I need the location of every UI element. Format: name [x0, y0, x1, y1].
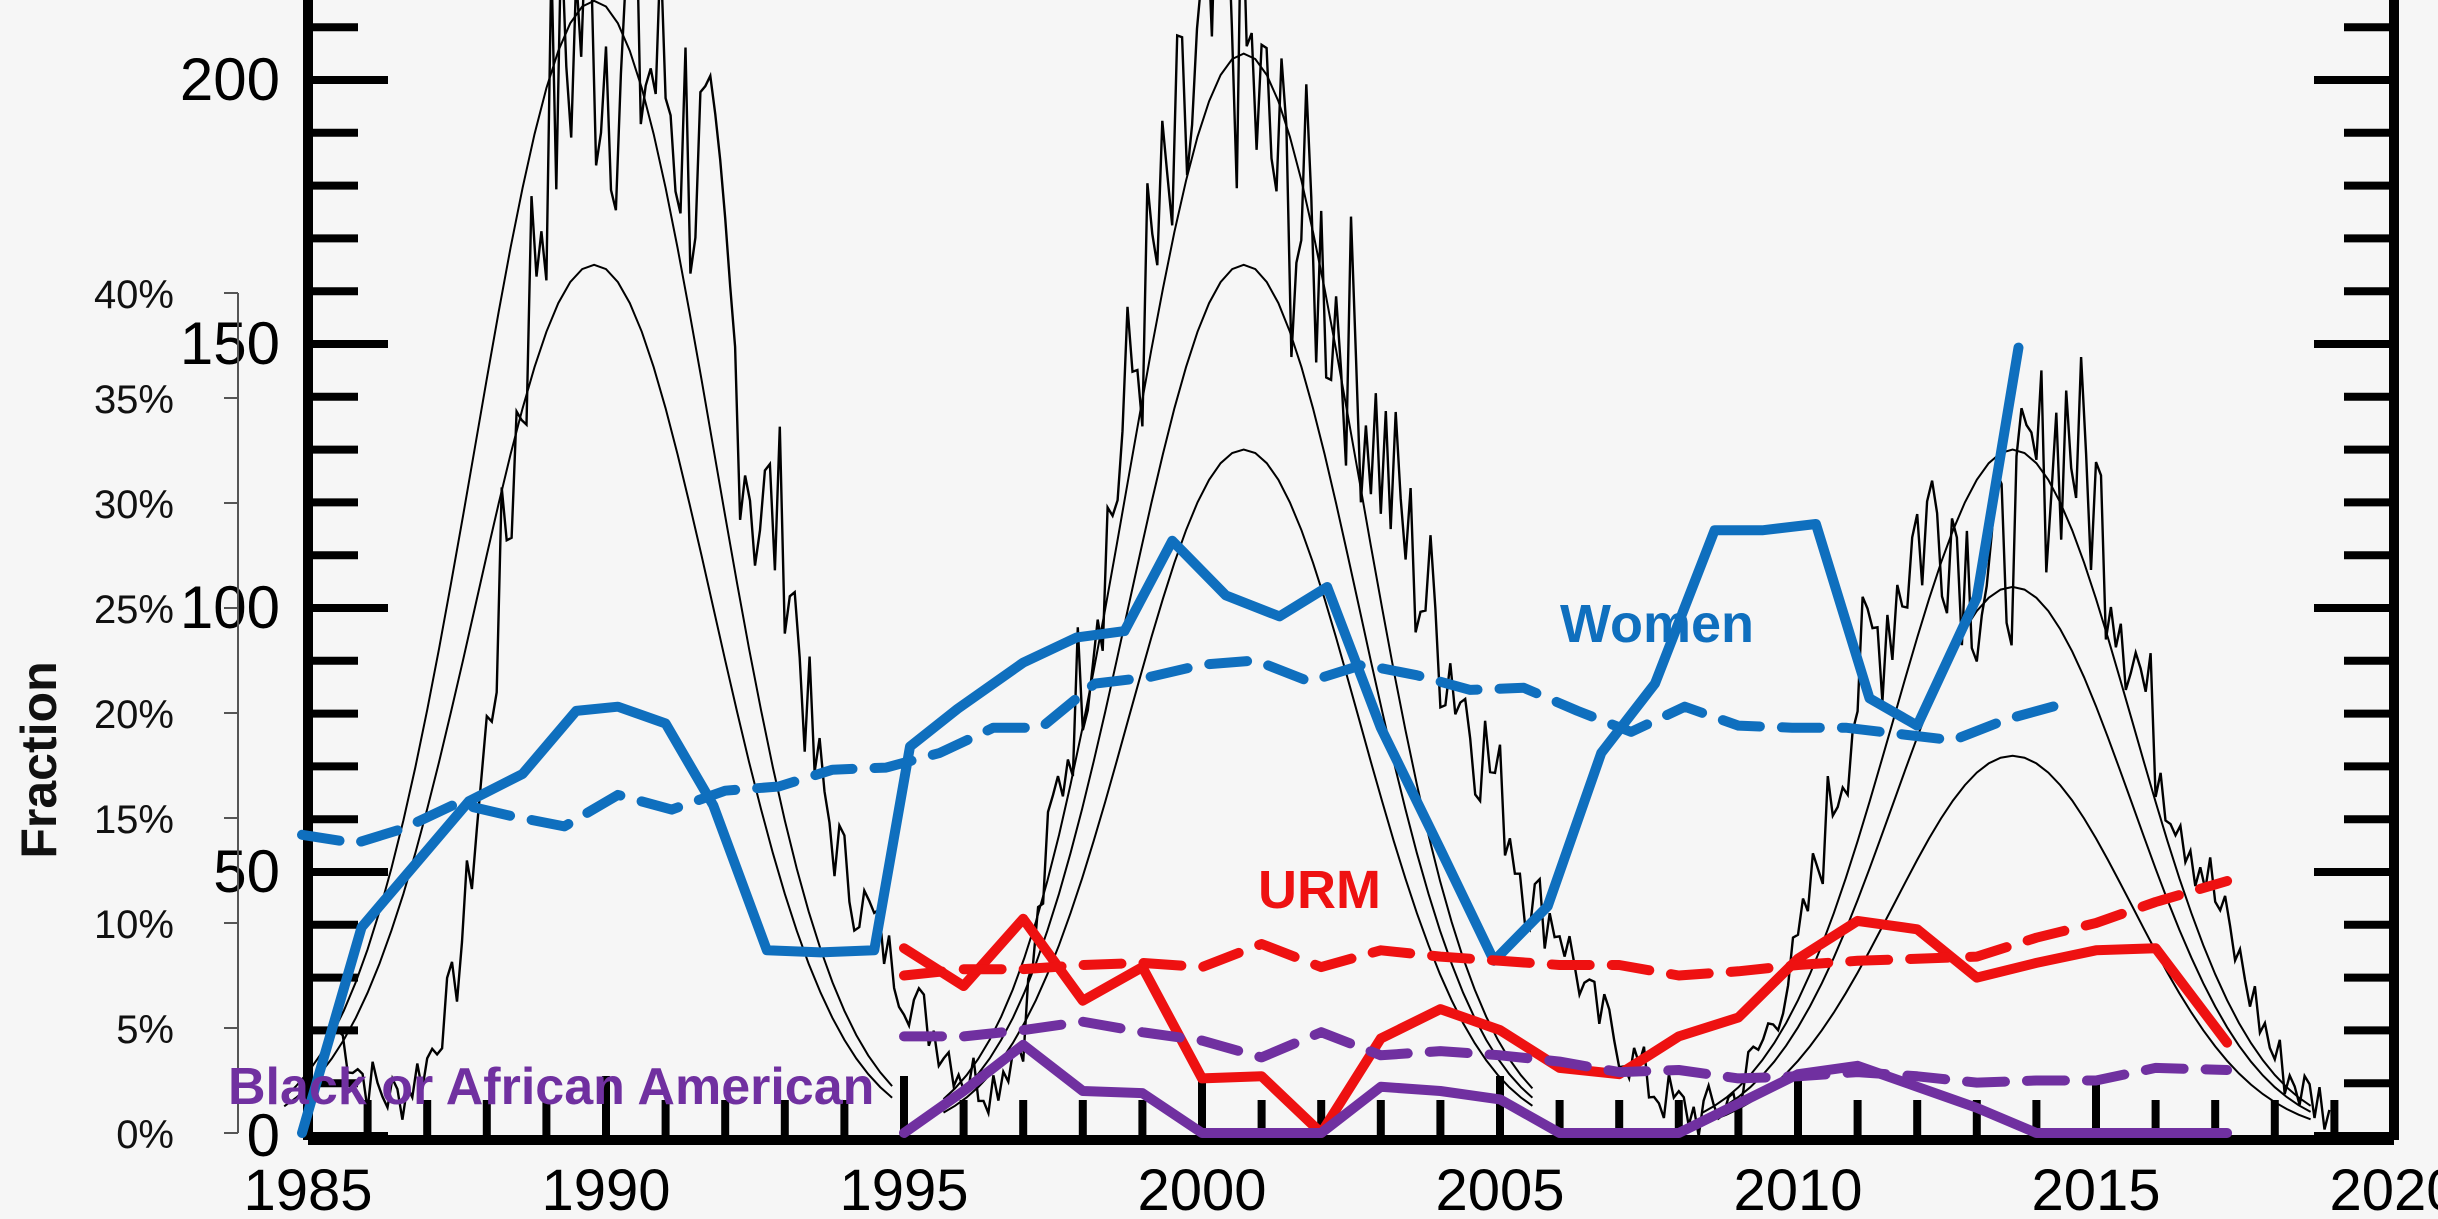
- fraction-tick-label: 0%: [116, 1113, 174, 1157]
- black-or-african-american-dashed-line: [899, 1016, 2233, 1088]
- women-annotation: Women: [1560, 594, 1754, 654]
- y-tick-label: 0: [247, 1102, 280, 1169]
- y-tick-label: 200: [180, 46, 280, 113]
- urm-annotation: URM: [1258, 860, 1381, 920]
- x-tick-label: 1990: [541, 1158, 670, 1219]
- x-tick-label: 1985: [243, 1158, 372, 1219]
- black-african-american-annotation: Black or African American: [228, 1058, 874, 1116]
- fraction-tick-label: 10%: [94, 903, 174, 947]
- y-tick-label: 150: [180, 310, 280, 377]
- urm-dashed-line: [899, 876, 2233, 981]
- cycle-envelope-curve: [1702, 585, 2312, 1119]
- x-tick-label: 2000: [1137, 1158, 1266, 1219]
- black-or-african-american-solid-line: [899, 1039, 2233, 1138]
- cycle-envelope-curve: [1702, 754, 2311, 1125]
- fraction-tick-label: 40%: [94, 273, 174, 317]
- y-tick-label: 50: [213, 838, 280, 905]
- x-tick-label: 2005: [1435, 1158, 1564, 1219]
- x-tick-label: 2015: [2031, 1158, 2160, 1219]
- fraction-axis-title: Fraction: [11, 661, 67, 858]
- fraction-tick-label: 35%: [94, 378, 174, 422]
- fraction-tick-label: 30%: [94, 483, 174, 527]
- fraction-tick-label: 5%: [116, 1008, 174, 1052]
- women-solid-line: [297, 342, 2024, 1138]
- cycle-envelope-curve: [283, 263, 893, 1108]
- fraction-tick-label: 15%: [94, 798, 174, 842]
- fraction-tick-label: 25%: [94, 588, 174, 632]
- x-tick-label: 1995: [839, 1158, 968, 1219]
- fraction-chart: 0% 5% 10% 15% 20% 25% 30% 35% 40%: [94, 273, 2233, 1157]
- cycle-envelope-curve: [1702, 448, 2312, 1114]
- cycle-envelope-curve: [283, 0, 893, 1099]
- fraction-tick-label: 20%: [94, 693, 174, 737]
- x-tick-label: 2010: [1733, 1158, 1862, 1219]
- women-dashed-line: [297, 655, 2066, 849]
- urm-solid-line: [899, 913, 2233, 1138]
